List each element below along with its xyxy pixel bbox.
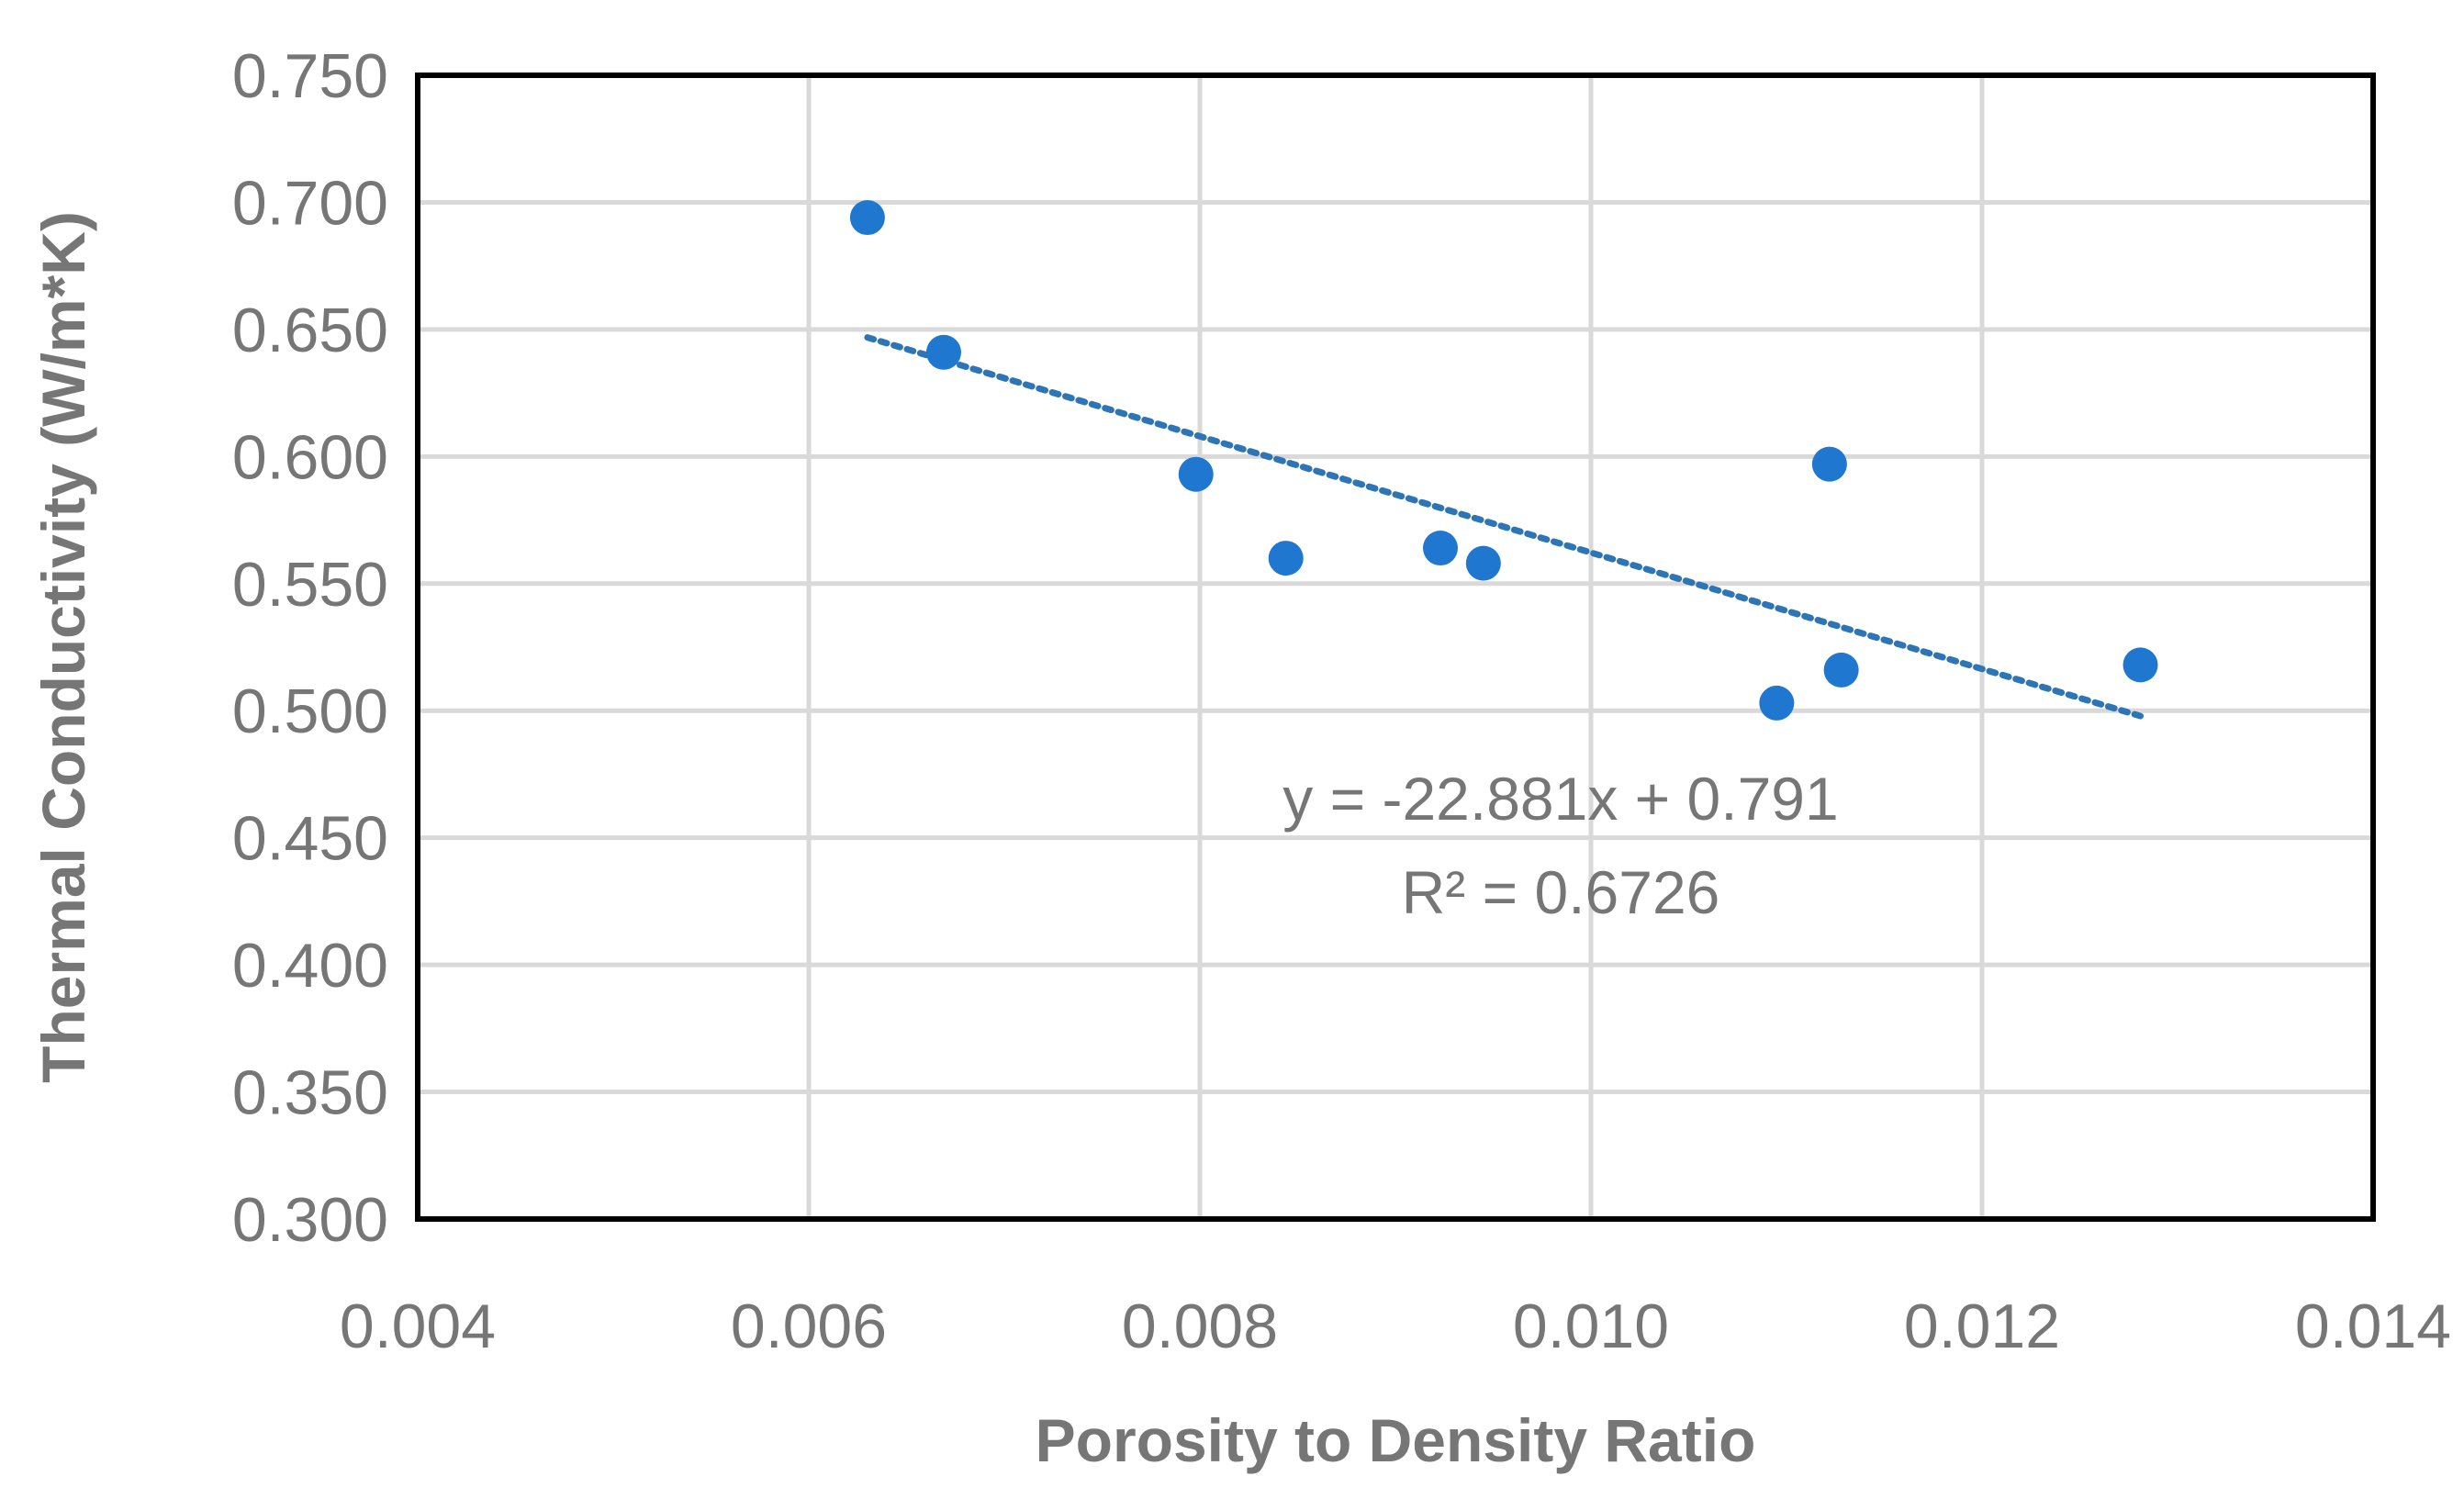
y-tick-label: 0.350: [232, 1058, 388, 1128]
trendline-layer: [864, 334, 2145, 720]
y-tick-label: 0.400: [232, 931, 388, 1001]
y-tick-label: 0.550: [232, 550, 388, 620]
y-axis-title: Thermal Conductivity (W/m*K): [29, 211, 97, 1083]
x-tick-label: 0.004: [340, 1292, 496, 1361]
data-point: [1422, 531, 1458, 566]
data-points: [849, 200, 2158, 721]
data-point: [1811, 446, 1847, 482]
data-point: [1268, 541, 1304, 576]
data-point: [2122, 647, 2158, 683]
x-tick-label: 0.006: [731, 1292, 887, 1361]
x-axis-title: Porosity to Density Ratio: [1036, 1406, 1756, 1474]
trendline: [864, 334, 2145, 720]
trendline-equation: y = -22.881x + 0.791: [1282, 765, 1838, 833]
x-axis-ticks: 0.004 0.006 0.008 0.010 0.012 0.014: [340, 1292, 2451, 1361]
plot-area-border: [415, 73, 2376, 1222]
x-tick-label: 0.012: [1904, 1292, 2060, 1361]
x-tick-label: 0.010: [1513, 1292, 1669, 1361]
y-axis-ticks: 0.300 0.350 0.400 0.450 0.500 0.550 0.600 0.650…: [232, 41, 388, 1255]
data-point: [1178, 456, 1214, 492]
data-point: [925, 334, 961, 370]
y-tick-label: 0.600: [232, 422, 388, 492]
y-tick-label: 0.750: [232, 41, 388, 111]
x-tick-label: 0.014: [2295, 1292, 2451, 1361]
data-point: [1759, 685, 1795, 721]
y-tick-label: 0.650: [232, 296, 388, 365]
y-tick-label: 0.500: [232, 677, 388, 746]
y-tick-label: 0.700: [232, 168, 388, 238]
y-tick-label: 0.450: [232, 804, 388, 874]
data-point: [1823, 652, 1859, 688]
data-point: [849, 200, 885, 236]
y-tick-label: 0.300: [232, 1185, 388, 1255]
data-point: [1465, 545, 1501, 581]
trendline-r-squared: R² = 0.6726: [1402, 858, 1720, 926]
gridlines: [415, 73, 2376, 1222]
x-tick-label: 0.008: [1122, 1292, 1278, 1361]
